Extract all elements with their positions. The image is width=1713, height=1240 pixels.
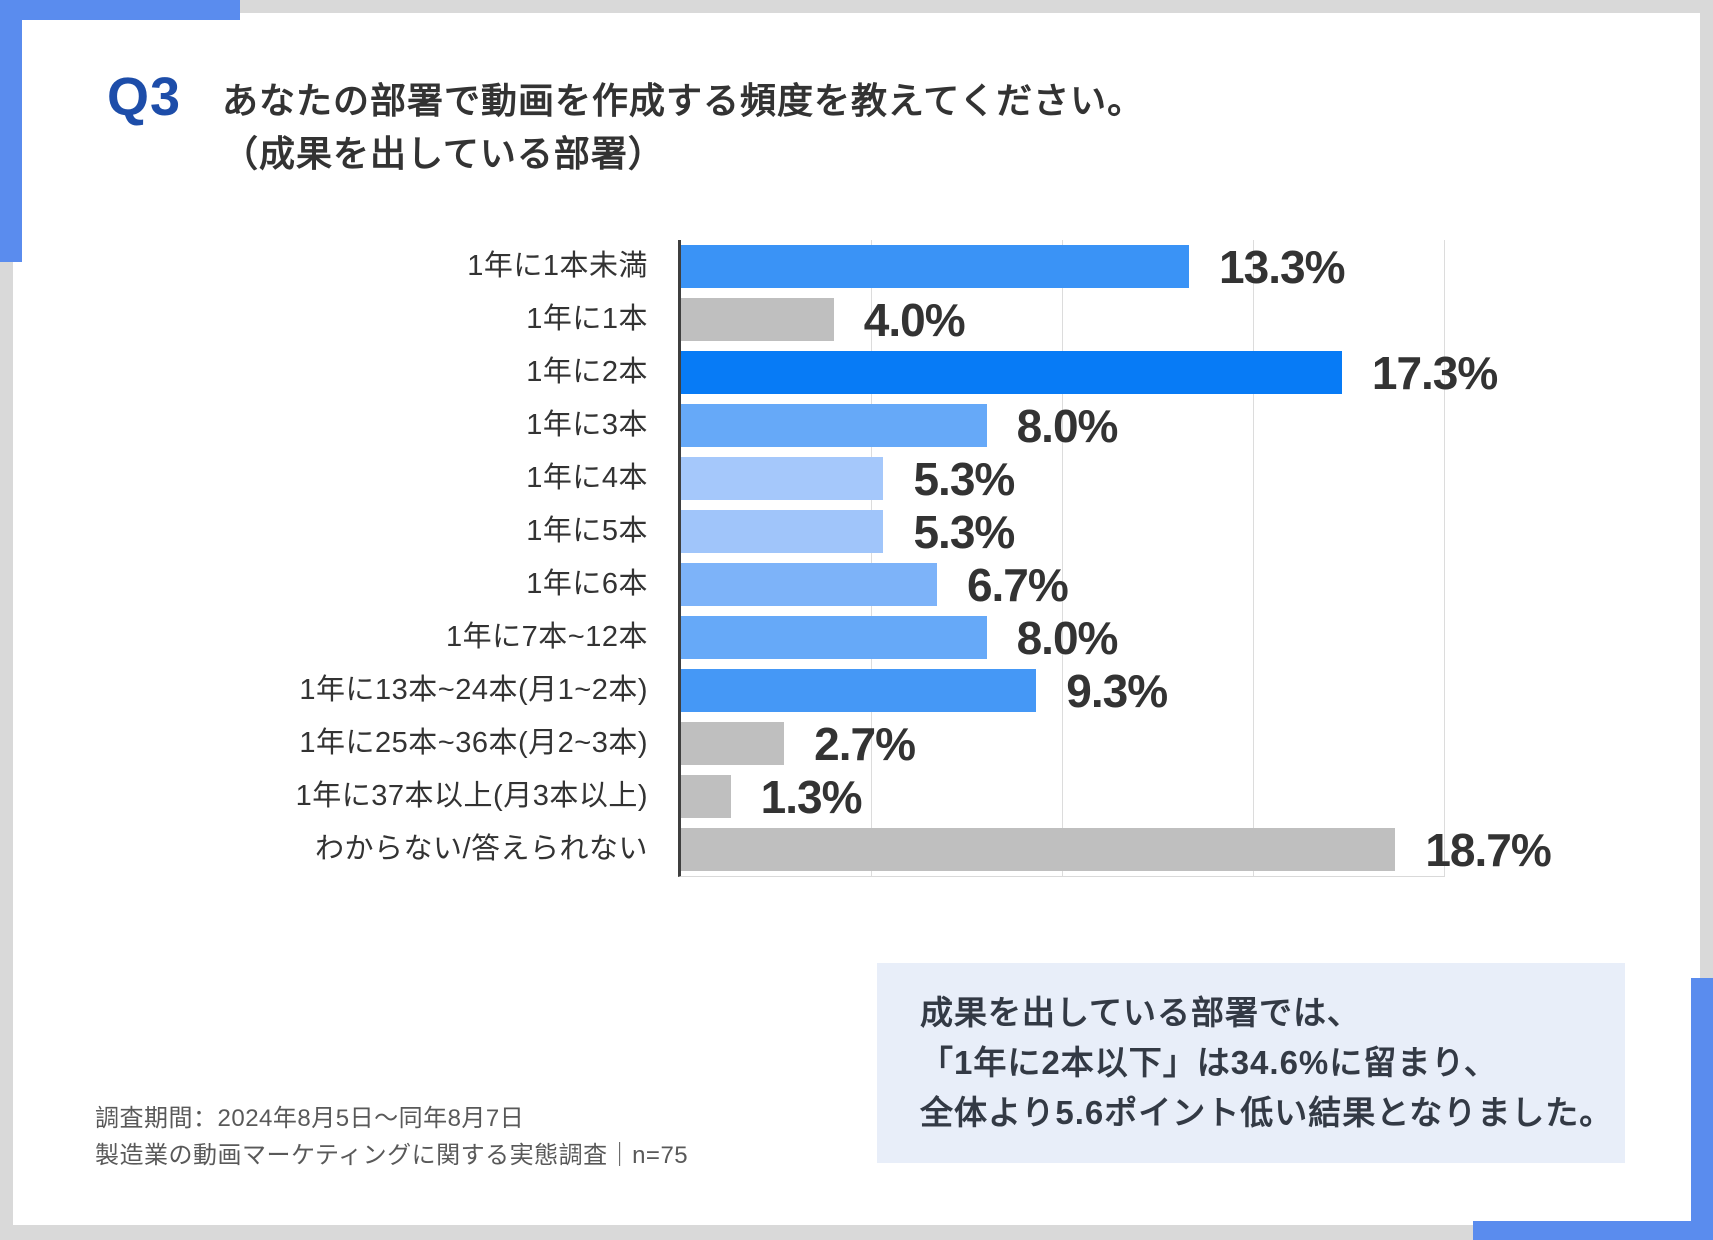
bar [681, 351, 1342, 394]
bar [681, 722, 785, 765]
gridline-5-percent [871, 240, 872, 876]
category-label: 1年に7本~12本 [446, 621, 648, 653]
plot-cell: 4.0% [678, 293, 1442, 346]
value-label: 8.0% [1016, 399, 1119, 452]
value-label: 17.3% [1371, 346, 1498, 399]
chart-row: 1年に7本~12本 8.0% [100, 611, 1442, 664]
plot-cell: 1.3% [678, 770, 1442, 823]
category-label: 1年に1本 [526, 303, 648, 335]
category-label: 1年に3本 [526, 409, 648, 441]
survey-name: 製造業の動画マーケティングに関する実態調査｜n=75 [95, 1142, 689, 1169]
category-label: 1年に2本 [526, 356, 648, 388]
insight-note-line: 「1年に2本以下」は34.6%に留まり、 [920, 1044, 1498, 1081]
bar [681, 669, 1037, 712]
value-label: 1.3% [760, 770, 863, 823]
corner-accent-right [1691, 978, 1713, 1240]
chart-row: 1年に4本 5.3% [100, 452, 1442, 505]
question-number: Q3 [107, 67, 182, 127]
chart-row: 1年に25本~36本(月2~3本) 2.7% [100, 717, 1442, 770]
chart-row: 1年に37本以上(月3本以上) 1.3% [100, 770, 1442, 823]
chart-row: 1年に1本未満 13.3% [100, 240, 1442, 293]
chart-row: わからない/答えられない 18.7% [100, 823, 1552, 876]
corner-accent-left [0, 0, 22, 262]
chart-row: 1年に6本 6.7% [100, 558, 1442, 611]
gridline-15-percent [1253, 240, 1254, 876]
value-label: 9.3% [1066, 664, 1168, 717]
plot-cell: 5.3% [678, 505, 1442, 558]
chart-plot-area [678, 240, 1445, 877]
plot-cell: 5.3% [678, 452, 1442, 505]
insight-note-box: 成果を出している部署では、「1年に2本以下」は34.6%に留まり、全体より5.6… [877, 963, 1625, 1163]
category-label: 1年に4本 [526, 462, 648, 494]
value-label: 13.3% [1219, 240, 1345, 293]
bar [681, 457, 884, 500]
page-title: あなたの部署で動画を作成する頻度を教えてください。 （成果を出している部署） [222, 74, 1144, 180]
corner-accent-top [0, 0, 240, 20]
category-label: 1年に37本以上(月3本以上) [295, 780, 648, 812]
chart-row: 1年に5本 5.3% [100, 505, 1442, 558]
value-label: 2.7% [814, 717, 916, 770]
plot-cell: 6.7% [678, 558, 1442, 611]
category-label: 1年に1本未満 [467, 250, 648, 282]
chart-row: 1年に3本 8.0% [100, 399, 1442, 452]
plot-cell: 2.7% [678, 717, 1442, 770]
bar [681, 616, 987, 659]
insight-note-line: 全体より5.6ポイント低い結果となりました。 [920, 1094, 1614, 1131]
bar [681, 404, 987, 447]
value-label: 4.0% [863, 293, 966, 346]
bar [681, 510, 884, 553]
bar [681, 298, 834, 341]
bar [681, 563, 937, 606]
page-title-line2: （成果を出している部署） [222, 133, 665, 174]
category-label: 1年に25本~36本(月2~3本) [299, 727, 648, 759]
plot-cell: 8.0% [678, 399, 1442, 452]
value-label: 5.3% [913, 505, 1015, 558]
plot-cell: 18.7% [678, 823, 1552, 876]
gridline-20-percent [1444, 240, 1445, 876]
chart-row: 1年に1本 4.0% [100, 293, 1442, 346]
plot-cell: 8.0% [678, 611, 1442, 664]
plot-cell: 13.3% [678, 240, 1442, 293]
bar [681, 828, 1396, 871]
value-label: 8.0% [1016, 611, 1119, 664]
category-label: 1年に6本 [526, 568, 648, 600]
category-label: 1年に5本 [526, 515, 648, 547]
bar [681, 245, 1190, 288]
insight-note-line: 成果を出している部署では、 [920, 994, 1362, 1031]
survey-footnote: 調査期間：2024年8月5日～同年8月7日 製造業の動画マーケティングに関する実… [95, 1100, 688, 1174]
category-label: わからない/答えられない [314, 833, 648, 865]
value-label: 18.7% [1425, 823, 1551, 876]
gridline-10-percent [1062, 240, 1063, 876]
chart-row: 1年に2本 17.3% [100, 346, 1498, 399]
corner-accent-bottom [1473, 1221, 1713, 1240]
value-label: 6.7% [966, 558, 1069, 611]
chart-row: 1年に13本~24本(月1~2本) 9.3% [100, 664, 1442, 717]
plot-cell: 17.3% [678, 346, 1498, 399]
value-label: 5.3% [913, 452, 1015, 505]
category-label: 1年に13本~24本(月1~2本) [299, 674, 648, 706]
chart-rows: 1年に1本未満 13.3% 1年に1本 4.0% 1年に2本 17.3% 1年に3本 8.0%… [100, 240, 1552, 876]
bar [681, 775, 731, 818]
plot-cell: 9.3% [678, 664, 1442, 717]
survey-period: 調査期間：2024年8月5日～同年8月7日 [95, 1105, 525, 1132]
bar-chart: 1年に1本未満 13.3% 1年に1本 4.0% 1年に2本 17.3% 1年に3本 8.0%… [100, 240, 1552, 877]
page-title-line1: あなたの部署で動画を作成する頻度を教えてください。 [222, 80, 1145, 121]
